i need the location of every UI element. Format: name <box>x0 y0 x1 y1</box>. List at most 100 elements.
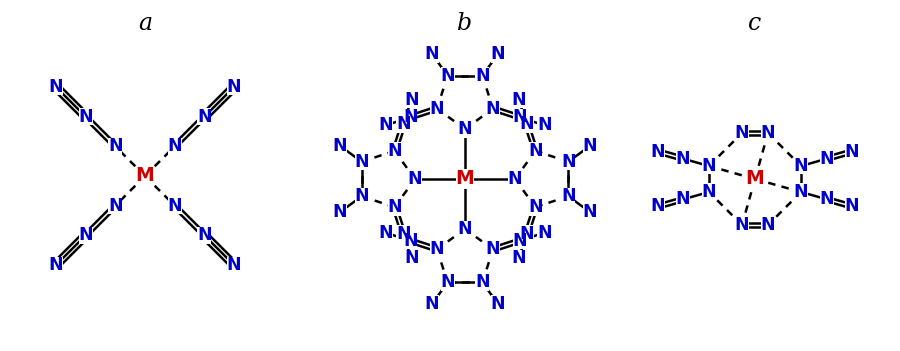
Bar <box>403 109 418 126</box>
Bar <box>108 138 122 155</box>
Bar <box>355 188 369 205</box>
Bar <box>845 198 859 215</box>
Text: N: N <box>378 224 393 242</box>
Text: N: N <box>528 142 543 160</box>
Bar <box>702 184 716 200</box>
Text: N: N <box>227 256 241 274</box>
Text: N: N <box>820 190 834 208</box>
Bar <box>513 232 526 249</box>
Text: N: N <box>355 187 369 205</box>
Bar <box>845 143 859 160</box>
Bar <box>528 199 543 216</box>
Text: N: N <box>760 216 775 234</box>
Text: N: N <box>486 100 500 118</box>
Bar <box>404 250 419 267</box>
Bar <box>491 46 505 62</box>
Text: N: N <box>475 273 490 291</box>
Text: N: N <box>197 108 211 126</box>
Bar <box>651 143 665 160</box>
Text: N: N <box>511 91 526 108</box>
Bar <box>425 296 439 312</box>
Text: N: N <box>333 137 347 155</box>
Bar <box>583 138 597 154</box>
Text: N: N <box>403 108 418 126</box>
Text: N: N <box>378 116 393 134</box>
Text: N: N <box>528 198 543 216</box>
Text: N: N <box>794 183 808 201</box>
Text: N: N <box>582 137 598 155</box>
Text: N: N <box>820 150 834 168</box>
Bar <box>78 108 93 125</box>
Bar <box>794 158 808 174</box>
Bar <box>167 197 182 214</box>
Text: N: N <box>734 124 750 142</box>
Text: N: N <box>651 143 665 161</box>
Bar <box>403 232 418 249</box>
Text: N: N <box>676 190 690 208</box>
Bar <box>404 91 419 108</box>
Bar <box>441 67 454 84</box>
Text: N: N <box>167 197 182 215</box>
Bar <box>583 204 597 220</box>
Bar <box>761 125 775 141</box>
Bar <box>49 257 63 273</box>
Text: N: N <box>561 153 576 171</box>
Text: b: b <box>457 12 472 34</box>
Bar <box>794 184 808 200</box>
Bar <box>512 91 526 108</box>
Text: N: N <box>49 78 63 96</box>
Bar <box>396 225 410 242</box>
Bar <box>537 224 552 241</box>
Text: M: M <box>745 170 764 188</box>
Text: N: N <box>491 295 505 313</box>
Text: N: N <box>508 170 522 188</box>
Bar <box>78 227 93 244</box>
Bar <box>519 225 534 242</box>
Text: N: N <box>537 224 552 242</box>
Bar <box>528 143 543 159</box>
Bar <box>108 197 122 214</box>
Bar <box>820 191 834 208</box>
Bar <box>333 204 347 220</box>
Text: N: N <box>440 67 455 85</box>
Text: N: N <box>458 120 473 138</box>
Text: N: N <box>582 203 598 221</box>
Text: N: N <box>511 250 526 267</box>
Bar <box>735 217 749 233</box>
Bar <box>430 100 444 117</box>
Text: N: N <box>429 100 445 118</box>
Bar <box>396 116 410 133</box>
Text: N: N <box>333 203 347 221</box>
Text: N: N <box>408 170 422 188</box>
Text: N: N <box>519 225 534 243</box>
Text: N: N <box>845 197 859 216</box>
Bar <box>136 166 154 186</box>
Bar <box>512 250 526 267</box>
Bar <box>333 138 347 154</box>
Text: N: N <box>387 142 402 160</box>
Bar <box>562 188 575 205</box>
Bar <box>355 153 369 170</box>
Text: N: N <box>404 91 419 108</box>
Text: c: c <box>749 12 761 34</box>
Text: N: N <box>794 157 808 175</box>
Text: N: N <box>561 187 576 205</box>
Bar <box>702 158 716 174</box>
Bar <box>761 217 775 233</box>
Text: N: N <box>486 240 500 258</box>
Bar <box>735 125 749 141</box>
Bar <box>441 274 454 291</box>
Text: M: M <box>136 166 155 185</box>
Text: N: N <box>512 108 527 126</box>
Text: N: N <box>396 225 410 243</box>
Bar <box>379 117 392 134</box>
Bar <box>513 109 526 126</box>
Text: a: a <box>138 12 152 34</box>
Bar <box>430 241 444 258</box>
Text: N: N <box>519 115 534 133</box>
Text: N: N <box>760 124 775 142</box>
Bar <box>562 153 575 170</box>
Text: N: N <box>512 232 527 250</box>
Text: N: N <box>197 226 211 244</box>
Text: N: N <box>108 197 122 215</box>
